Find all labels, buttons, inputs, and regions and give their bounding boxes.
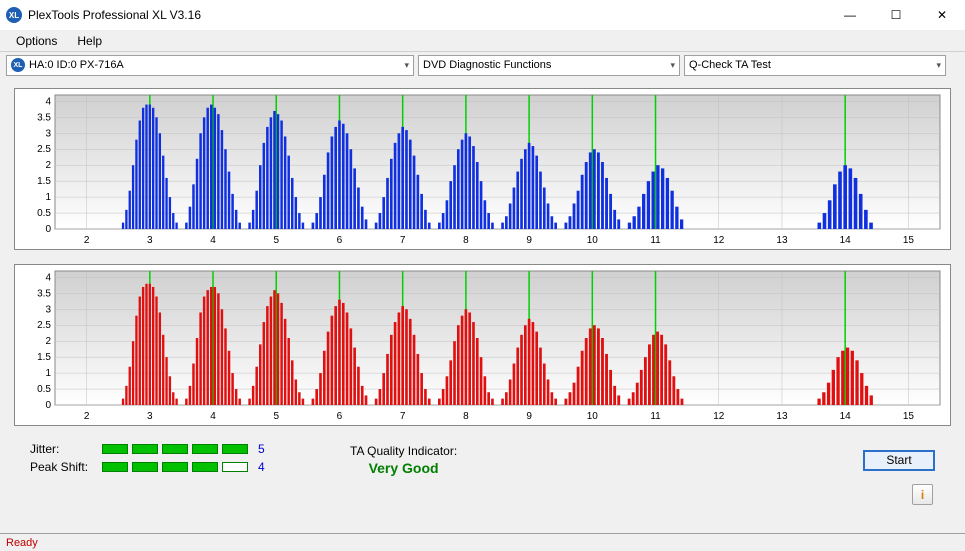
svg-text:5: 5: [273, 411, 279, 422]
peakshift-label: Peak Shift:: [30, 460, 102, 474]
close-button[interactable]: ✕: [919, 0, 965, 30]
charts-area: 00.511.522.533.5423456789101112131415 00…: [0, 78, 965, 509]
svg-text:9: 9: [526, 235, 532, 246]
chevron-down-icon: ▾: [404, 60, 409, 71]
chart-top: 0 0.5 1 1.5 2 2.5 3 3.5 4 2 3 4 5 6 7 8 9 10 11 12 13 14 15: [14, 88, 951, 250]
svg-text:2: 2: [84, 235, 90, 246]
svg-text:1.5: 1.5: [37, 352, 51, 363]
svg-text:1: 1: [45, 368, 51, 379]
bar-segment: [102, 444, 128, 454]
svg-text:2.5: 2.5: [37, 144, 51, 155]
test-dropdown[interactable]: Q-Check TA Test ▾: [684, 55, 946, 76]
start-button[interactable]: Start: [863, 450, 935, 471]
bar-segment: [162, 462, 188, 472]
svg-text:3.5: 3.5: [37, 112, 51, 123]
svg-text:14: 14: [840, 411, 852, 422]
svg-text:1: 1: [45, 192, 51, 203]
svg-text:8: 8: [463, 411, 469, 422]
menu-help[interactable]: Help: [67, 32, 112, 50]
svg-text:10: 10: [587, 411, 599, 422]
svg-text:2: 2: [45, 336, 51, 347]
svg-text:9: 9: [526, 411, 532, 422]
svg-text:6: 6: [337, 235, 343, 246]
minimize-button[interactable]: —: [827, 0, 873, 30]
bar-segment: [192, 462, 218, 472]
svg-text:11: 11: [650, 235, 661, 246]
svg-text:13: 13: [776, 235, 788, 246]
metrics-bars: Jitter: 5 Peak Shift: 4: [30, 442, 290, 478]
svg-text:7: 7: [400, 235, 406, 246]
svg-text:14: 14: [840, 235, 852, 246]
svg-text:3: 3: [45, 304, 51, 315]
bar-segment: [222, 444, 248, 454]
jitter-bars: [102, 444, 252, 454]
metrics-row: Jitter: 5 Peak Shift: 4 TA Quality Indic…: [14, 440, 951, 480]
svg-text:2: 2: [84, 411, 90, 422]
quality-label: TA Quality Indicator:: [350, 444, 457, 458]
jitter-label: Jitter:: [30, 442, 102, 456]
svg-text:0.5: 0.5: [37, 208, 51, 219]
svg-text:3: 3: [147, 411, 153, 422]
quality-value: Very Good: [350, 460, 457, 476]
svg-text:4: 4: [45, 96, 51, 107]
svg-text:1.5: 1.5: [37, 176, 51, 187]
svg-text:3: 3: [147, 235, 153, 246]
svg-text:4: 4: [210, 235, 216, 246]
drive-icon: XL: [11, 58, 25, 72]
svg-text:4: 4: [45, 272, 51, 283]
menubar: Options Help: [0, 30, 965, 52]
svg-text:15: 15: [903, 411, 915, 422]
svg-text:0: 0: [45, 224, 51, 235]
function-dropdown[interactable]: DVD Diagnostic Functions ▾: [418, 55, 680, 76]
svg-text:13: 13: [776, 411, 788, 422]
svg-text:8: 8: [463, 235, 469, 246]
svg-text:5: 5: [273, 235, 279, 246]
peakshift-metric: Peak Shift: 4: [30, 460, 290, 474]
svg-text:0: 0: [45, 400, 51, 411]
jitter-value: 5: [258, 442, 265, 456]
svg-text:12: 12: [713, 235, 725, 246]
app-icon: XL: [6, 7, 22, 23]
svg-text:3: 3: [45, 128, 51, 139]
toolbar: XL HA:0 ID:0 PX-716A ▾ DVD Diagnostic Fu…: [0, 52, 965, 78]
bar-segment: [132, 444, 158, 454]
window-title: PlexTools Professional XL V3.16: [28, 8, 827, 22]
maximize-button[interactable]: ☐: [873, 0, 919, 30]
status-text: Ready: [6, 537, 38, 549]
svg-text:11: 11: [650, 411, 661, 422]
svg-text:2.5: 2.5: [37, 320, 51, 331]
drive-dropdown[interactable]: XL HA:0 ID:0 PX-716A ▾: [6, 55, 414, 76]
test-dropdown-text: Q-Check TA Test: [689, 59, 932, 71]
svg-text:12: 12: [713, 411, 725, 422]
svg-text:2: 2: [45, 160, 51, 171]
svg-text:3.5: 3.5: [37, 288, 51, 299]
bar-segment: [162, 444, 188, 454]
info-button[interactable]: i: [912, 484, 933, 505]
bar-segment: [222, 462, 248, 472]
bar-segment: [132, 462, 158, 472]
svg-text:4: 4: [210, 411, 216, 422]
info-row: i: [14, 480, 951, 505]
peakshift-bars: [102, 462, 252, 472]
svg-text:0.5: 0.5: [37, 384, 51, 395]
chevron-down-icon: ▾: [936, 60, 941, 71]
chart-bottom: 0 0.5 1 1.5 2 2.5 3 3.5 4 2 3 4 5 6 7 8 9 10 11 12 13 14 15: [14, 264, 951, 426]
chevron-down-icon: ▾: [670, 60, 675, 71]
window-controls: — ☐ ✕: [827, 0, 965, 30]
svg-text:15: 15: [903, 235, 915, 246]
menu-options[interactable]: Options: [6, 32, 67, 50]
svg-text:10: 10: [587, 235, 599, 246]
titlebar: XL PlexTools Professional XL V3.16 — ☐ ✕: [0, 0, 965, 30]
quality-indicator: TA Quality Indicator: Very Good: [350, 444, 457, 476]
jitter-metric: Jitter: 5: [30, 442, 290, 456]
peakshift-value: 4: [258, 460, 265, 474]
drive-dropdown-text: HA:0 ID:0 PX-716A: [29, 59, 400, 71]
bar-segment: [102, 462, 128, 472]
statusbar: Ready: [0, 533, 965, 551]
function-dropdown-text: DVD Diagnostic Functions: [423, 59, 666, 71]
svg-text:6: 6: [337, 411, 343, 422]
svg-text:7: 7: [400, 411, 406, 422]
bar-segment: [192, 444, 218, 454]
